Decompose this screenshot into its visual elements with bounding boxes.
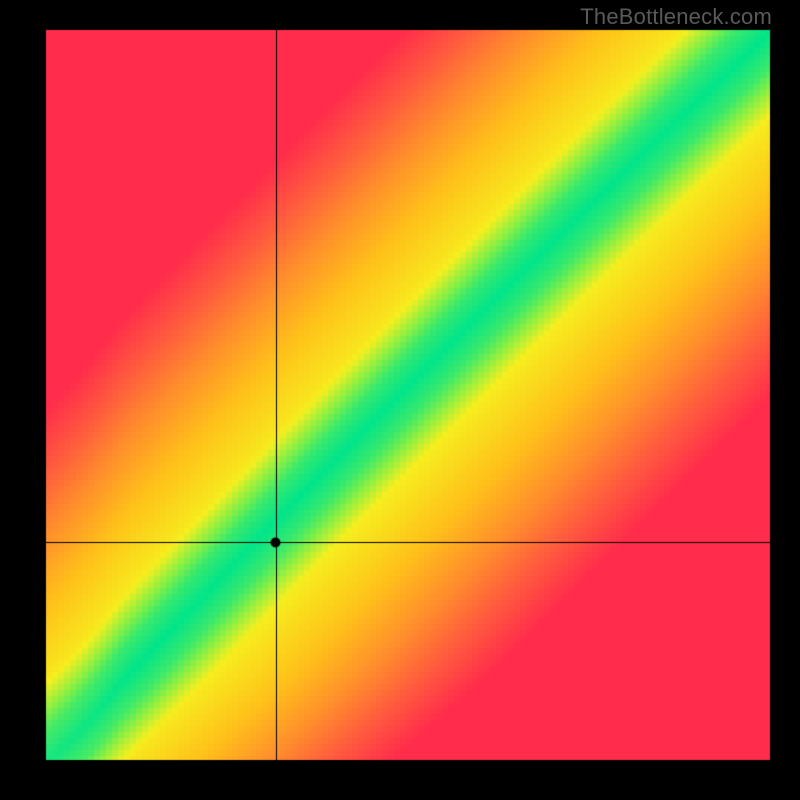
watermark-text: TheBottleneck.com — [580, 4, 772, 30]
bottleneck-heatmap-canvas — [0, 0, 800, 800]
chart-container: TheBottleneck.com — [0, 0, 800, 800]
